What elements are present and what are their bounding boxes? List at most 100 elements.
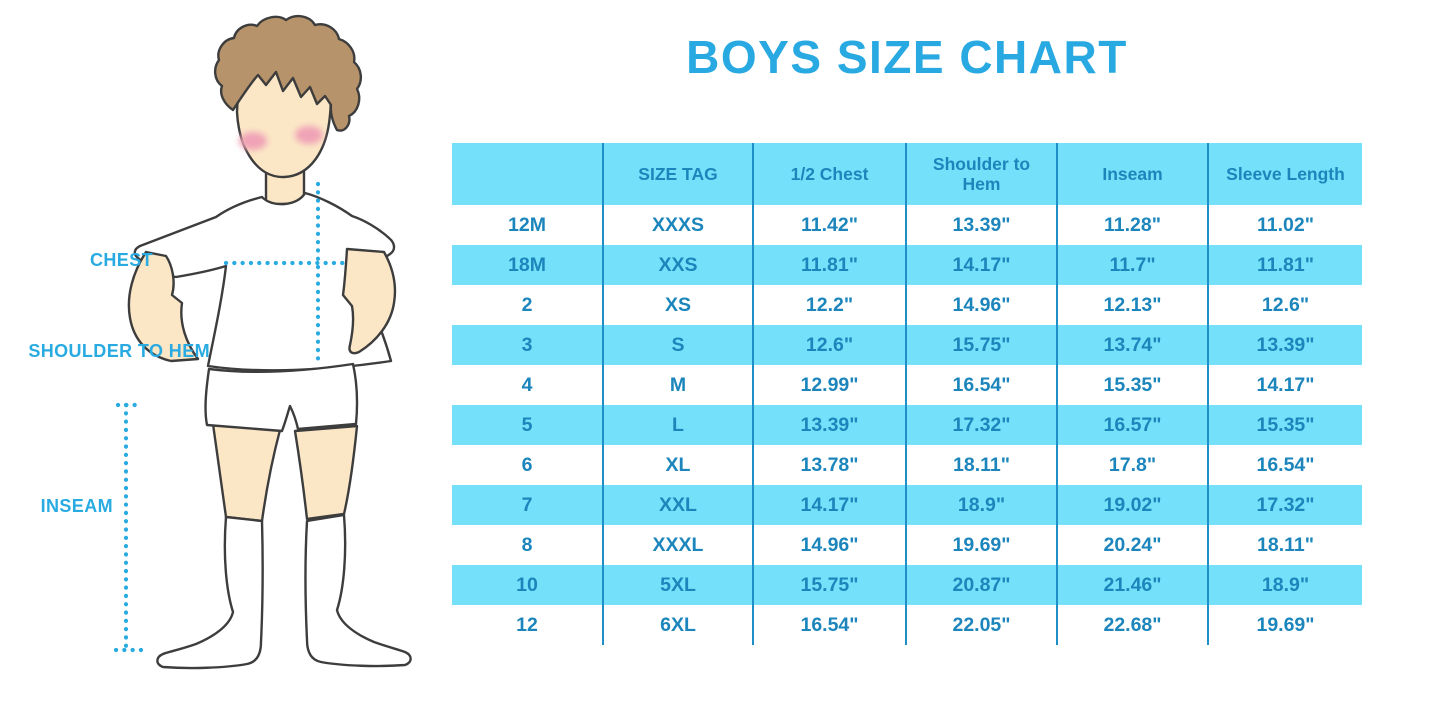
table-cell: 5 <box>452 405 603 445</box>
boy-right-leg <box>293 424 359 521</box>
table-cell: 2 <box>521 293 533 316</box>
table-cell: 17.32" <box>1207 485 1362 525</box>
table-cell: 14.17" <box>1207 365 1362 405</box>
table-cell: 15.35" <box>1056 365 1208 405</box>
table-cell: 18M <box>452 245 603 285</box>
table-cell: 16.54" <box>905 365 1057 405</box>
table-cell: 12.13" <box>1056 285 1208 325</box>
table-cell: 6 <box>521 453 533 476</box>
table-cell: 12.6" <box>1207 285 1362 325</box>
page-title: BOYS SIZE CHART <box>686 31 1128 83</box>
table-cell: M <box>602 365 753 405</box>
size-table: SIZE TAG 1/2 Chest Shoulder to Hem Insea… <box>452 143 1362 645</box>
table-cell: 10 <box>452 565 603 605</box>
column-header-shoulder-to-hem: Shoulder to Hem <box>905 143 1057 205</box>
boy-left-sock <box>156 515 264 670</box>
column-header-inseam: Inseam <box>1056 143 1208 205</box>
table-cell: 14.96" <box>905 285 1057 325</box>
table-row: 10 5XL 15.75" 20.87" 21.46" 18.9" <box>452 565 1362 605</box>
table-cell: 7 <box>452 485 603 525</box>
inseam-label: INSEAM <box>40 496 113 516</box>
table-row: 7 XXL 14.17" 18.9" 19.02" 17.32" <box>452 485 1362 525</box>
table-cell: 14.17" <box>752 485 906 525</box>
table-cell: 12M <box>508 213 546 236</box>
table-cell: 19.69" <box>1207 605 1362 645</box>
column-header-size-tag: SIZE TAG <box>602 143 753 205</box>
table-row: 4 M 12.99" 16.54" 15.35" 14.17" <box>452 365 1362 405</box>
table-cell: 18.9" <box>1207 565 1362 605</box>
table-cell: 17.8" <box>1056 445 1208 485</box>
chest-label: CHEST <box>89 250 153 270</box>
table-cell: 12.99" <box>752 365 906 405</box>
table-cell: 19.69" <box>905 525 1057 565</box>
table-cell: 11.28" <box>1056 205 1208 245</box>
table-cell: 6XL <box>602 605 753 645</box>
table-row: 6 XL 13.78" 18.11" 17.8" 16.54" <box>452 445 1362 485</box>
table-cell: 13.39" <box>752 405 906 445</box>
table-row: 3 S 12.6" 15.75" 13.74" 13.39" <box>452 325 1362 365</box>
table-cell: 22.68" <box>1056 605 1208 645</box>
boy-left-leg <box>211 422 282 523</box>
table-cell: 14.17" <box>905 245 1057 285</box>
boy-shorts <box>204 362 359 433</box>
table-cell: 11.81" <box>752 245 906 285</box>
table-cell: 13.39" <box>905 205 1057 245</box>
table-cell: 11.42" <box>752 205 906 245</box>
table-cell: 22.05" <box>905 605 1057 645</box>
table-cell: 12.6" <box>752 325 906 365</box>
table-cell: 4 <box>521 373 533 396</box>
table-cell: 18.11" <box>905 445 1057 485</box>
table-cell: 13.74" <box>1056 325 1208 365</box>
table-cell: 8 <box>521 533 533 556</box>
table-cell: 18.9" <box>905 485 1057 525</box>
table-cell: 19.02" <box>1056 485 1208 525</box>
table-cell: 15.35" <box>1207 405 1362 445</box>
table-header-row: SIZE TAG 1/2 Chest Shoulder to Hem Insea… <box>452 143 1362 205</box>
table-row: 12 6XL 16.54" 22.05" 22.68" 19.69" <box>452 605 1362 645</box>
table-cell: 15.75" <box>752 565 906 605</box>
table-cell: 16.54" <box>752 605 906 645</box>
table-cell: XXXL <box>602 525 753 565</box>
boy-right-sock <box>304 513 412 668</box>
table-cell: 21.46" <box>1056 565 1208 605</box>
table-row: 18M XXS 11.81" 14.17" 11.7" 11.81" <box>452 245 1362 285</box>
table-cell: 16.57" <box>1056 405 1208 445</box>
table-cell: L <box>602 405 753 445</box>
boy-illustration <box>113 14 412 670</box>
column-header-half-chest: 1/2 Chest <box>752 143 906 205</box>
table-cell: XXS <box>602 245 753 285</box>
table-cell: 5XL <box>602 565 753 605</box>
table-row: 5 L 13.39" 17.32" 16.57" 15.35" <box>452 405 1362 445</box>
column-header-size <box>452 143 603 205</box>
table-row: 8 XXXL 14.96" 19.69" 20.24" 18.11" <box>452 525 1362 565</box>
table-cell: XXXS <box>602 205 753 245</box>
table-cell: 12 <box>516 613 538 636</box>
table-cell: 16.54" <box>1207 445 1362 485</box>
table-cell: XL <box>602 445 753 485</box>
table-cell: 11.7" <box>1056 245 1208 285</box>
table-cell: 20.24" <box>1056 525 1208 565</box>
measurement-figure: CHEST SHOULDER TO HEM INSEAM <box>0 0 460 723</box>
table-cell: 20.87" <box>905 565 1057 605</box>
shoulder-to-hem-label: SHOULDER TO HEM <box>28 341 210 361</box>
table-cell: 15.75" <box>905 325 1057 365</box>
table-cell: 18.11" <box>1207 525 1362 565</box>
table-cell: S <box>602 325 753 365</box>
table-cell: 13.78" <box>752 445 906 485</box>
table-cell: 11.81" <box>1207 245 1362 285</box>
boy-hair <box>214 14 362 132</box>
table-cell: XXL <box>602 485 753 525</box>
table-row: 12M XXXS 11.42" 13.39" 11.28" 11.02" <box>452 205 1362 245</box>
table-row: 2 XS 12.2" 14.96" 12.13" 12.6" <box>452 285 1362 325</box>
size-table-body: 12M XXXS 11.42" 13.39" 11.28" 11.02" 18M XXS 11.… <box>452 205 1362 645</box>
table-cell: 12.2" <box>752 285 906 325</box>
column-header-sleeve-length: Sleeve Length <box>1207 143 1362 205</box>
boy-left-arm <box>127 250 200 363</box>
table-cell: 13.39" <box>1207 325 1362 365</box>
table-cell: XS <box>602 285 753 325</box>
table-cell: 11.02" <box>1207 205 1362 245</box>
table-cell: 3 <box>452 325 603 365</box>
table-cell: 14.96" <box>752 525 906 565</box>
boy-right-arm <box>341 247 397 355</box>
table-cell: 17.32" <box>905 405 1057 445</box>
